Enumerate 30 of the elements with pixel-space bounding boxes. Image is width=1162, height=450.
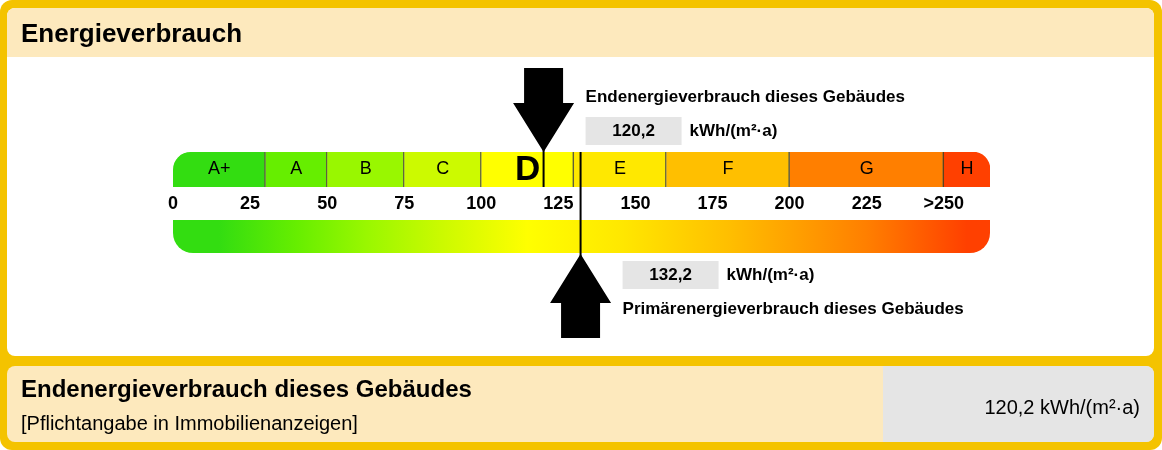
- x-tick-label: 25: [240, 192, 261, 213]
- x-tick-label: 125: [543, 192, 574, 213]
- series-label: G: [859, 158, 874, 179]
- x-tick-label: 175: [697, 192, 728, 213]
- text: kWh/(m²·a): [689, 120, 778, 140]
- ref-line-label: Primärenergieverbrauch dieses Gebäudes: [622, 298, 964, 318]
- x-tick-label: >250: [923, 192, 965, 213]
- x-tick-label: 200: [774, 192, 805, 213]
- chart-title: Energieverbrauch: [21, 18, 243, 48]
- text: Endenergieverbrauch dieses Gebäudes: [21, 375, 472, 403]
- text: 120,2 kWh/(m²·a): [984, 396, 1140, 419]
- series-label: E: [614, 158, 627, 179]
- x-tick-label: 150: [620, 192, 651, 213]
- series-label: D: [514, 148, 541, 188]
- x-tick-label: 0: [167, 192, 179, 213]
- text: 132,2: [649, 264, 692, 284]
- x-tick-label: 50: [317, 192, 338, 213]
- text: 120,2: [612, 120, 655, 140]
- ref-line-label: Endenergieverbrauch dieses Gebäudes: [585, 86, 905, 106]
- series-label: C: [436, 158, 450, 179]
- series-label: H: [960, 158, 974, 179]
- x-tick-label: 225: [851, 192, 882, 213]
- x-tick-label: 75: [394, 192, 415, 213]
- text: kWh/(m²·a): [726, 264, 815, 284]
- x-tick-label: 100: [466, 192, 497, 213]
- series-label: A+: [207, 158, 231, 179]
- series-label: B: [359, 158, 372, 179]
- series-label: F: [722, 158, 734, 179]
- series-label: A: [290, 158, 303, 179]
- text: [Pflichtangabe in Immobilienanzeigen]: [21, 412, 358, 435]
